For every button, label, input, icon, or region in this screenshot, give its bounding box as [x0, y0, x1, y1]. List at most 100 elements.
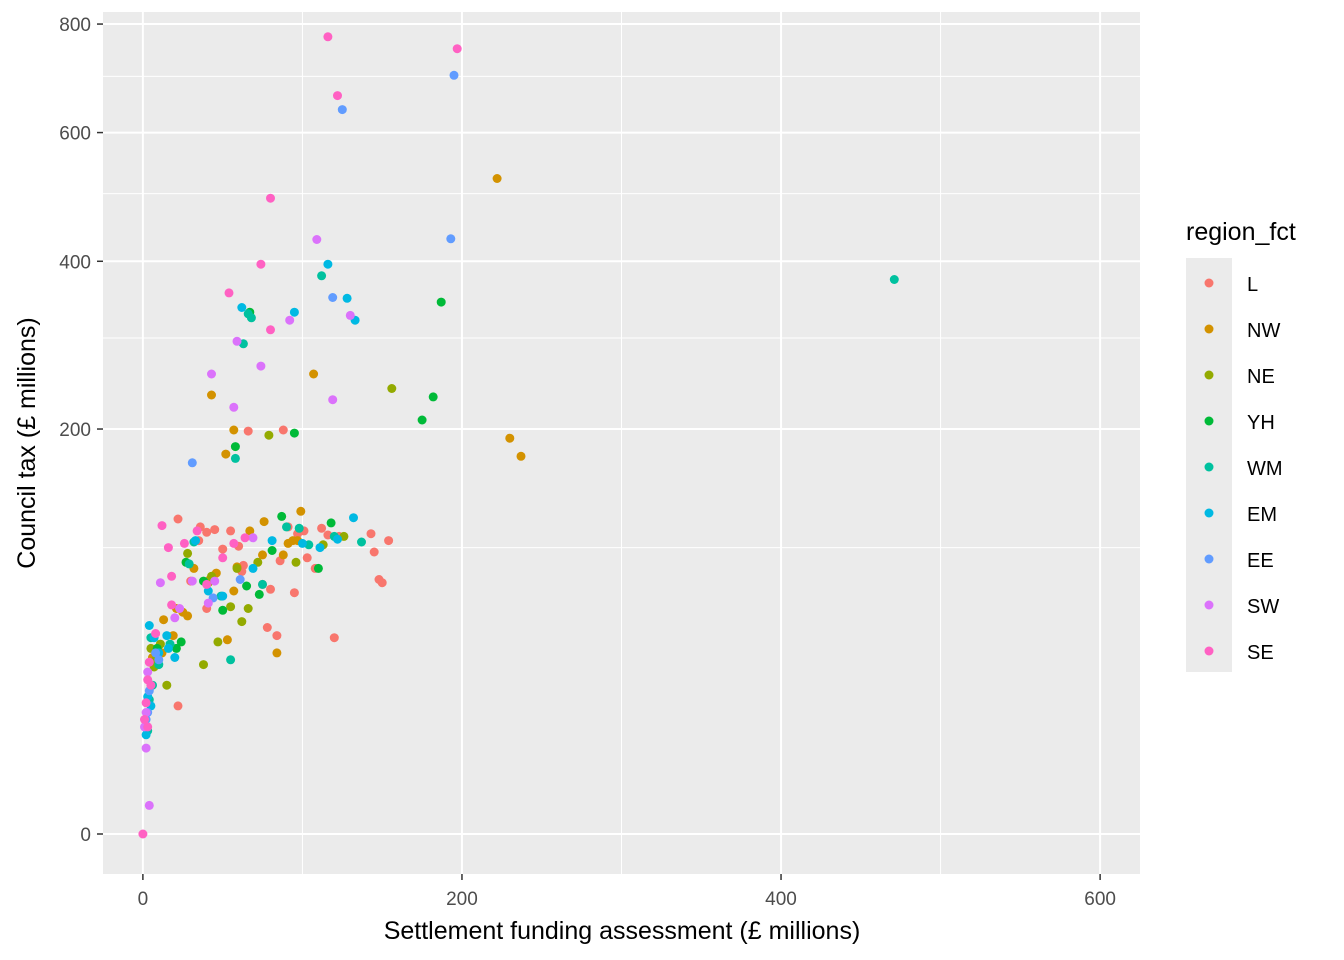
data-point — [312, 235, 322, 244]
data-point — [313, 563, 323, 573]
data-point — [289, 307, 299, 317]
legend-key-yh — [1204, 416, 1214, 426]
data-point — [505, 433, 515, 443]
data-point — [226, 526, 236, 536]
data-point — [258, 579, 267, 589]
data-point — [218, 605, 228, 615]
data-point — [218, 553, 228, 563]
data-point — [492, 174, 502, 183]
data-point — [173, 701, 183, 711]
data-point — [218, 591, 228, 601]
data-point — [328, 293, 338, 302]
data-point — [159, 615, 169, 625]
data-point — [446, 234, 456, 244]
data-point — [345, 310, 355, 320]
data-point — [377, 578, 387, 588]
data-point — [183, 548, 193, 558]
legend-key-se — [1204, 646, 1214, 656]
data-point — [342, 293, 352, 303]
data-point — [452, 44, 462, 54]
data-point — [248, 533, 258, 543]
data-point — [170, 613, 180, 623]
data-point — [191, 536, 200, 546]
data-point — [328, 395, 338, 405]
data-point — [162, 631, 172, 641]
legend-key-nw — [1204, 324, 1214, 334]
data-point — [143, 722, 153, 732]
data-point — [326, 518, 336, 528]
y-axis-title: Council tax (£ millions) — [13, 317, 41, 568]
data-point — [187, 458, 197, 468]
legend-key-ee — [1204, 554, 1214, 564]
legend-label-se: SE — [1247, 642, 1274, 664]
data-points — [138, 32, 899, 839]
data-point — [277, 511, 287, 521]
data-point — [262, 623, 272, 632]
data-point — [207, 390, 216, 400]
data-point — [289, 588, 299, 598]
data-point — [146, 680, 156, 690]
legend-key-em — [1204, 508, 1214, 518]
legend-key-ne — [1204, 370, 1214, 380]
data-point — [229, 425, 239, 435]
data-point — [151, 648, 161, 658]
data-point — [210, 576, 220, 586]
data-point — [309, 369, 319, 379]
data-point — [167, 600, 177, 610]
legend-label-yh: YH — [1247, 412, 1275, 434]
data-point — [175, 604, 185, 613]
data-point — [264, 430, 274, 440]
data-point — [243, 604, 253, 613]
data-point — [226, 655, 236, 665]
series-se — [138, 32, 462, 839]
data-point — [229, 402, 239, 412]
data-point — [167, 571, 177, 581]
data-point — [143, 667, 153, 677]
data-point — [144, 621, 154, 630]
x-tick-label: 0 — [138, 889, 149, 910]
data-point — [229, 586, 239, 596]
data-point — [333, 91, 342, 101]
data-point — [162, 680, 172, 690]
y-tick-label: 0 — [80, 825, 91, 846]
data-point — [317, 271, 327, 281]
data-point — [516, 451, 526, 461]
data-point — [240, 533, 250, 543]
data-point — [272, 648, 282, 658]
data-point — [235, 575, 245, 584]
data-point — [168, 631, 178, 641]
data-point — [349, 513, 358, 523]
data-point — [297, 538, 307, 548]
legend-key-sw — [1204, 600, 1214, 610]
data-point — [163, 643, 173, 653]
x-axis-title: Settlement funding assessment (£ million… — [384, 917, 861, 945]
data-point — [259, 517, 269, 527]
data-point — [141, 708, 151, 717]
legend-label-ee: EE — [1247, 550, 1274, 572]
data-point — [278, 425, 288, 435]
data-point — [232, 563, 242, 573]
data-point — [232, 336, 242, 346]
data-point — [163, 543, 173, 553]
data-point — [229, 538, 239, 548]
data-point — [366, 529, 376, 539]
y-tick-label: 400 — [59, 252, 91, 273]
data-point — [256, 361, 266, 371]
data-point — [226, 602, 236, 612]
legend-title: region_fct — [1186, 218, 1296, 246]
data-point — [155, 578, 165, 588]
data-point — [323, 32, 333, 42]
data-point — [333, 534, 342, 544]
data-point — [157, 521, 167, 531]
data-point — [267, 536, 277, 546]
data-point — [179, 538, 189, 548]
data-point — [258, 550, 267, 560]
data-point — [192, 526, 202, 536]
data-point — [387, 384, 397, 393]
data-point — [323, 259, 333, 269]
data-point — [141, 730, 151, 740]
data-point — [184, 559, 194, 569]
legend-label-sw: SW — [1247, 596, 1279, 618]
data-point — [357, 537, 366, 547]
data-point — [417, 415, 427, 425]
